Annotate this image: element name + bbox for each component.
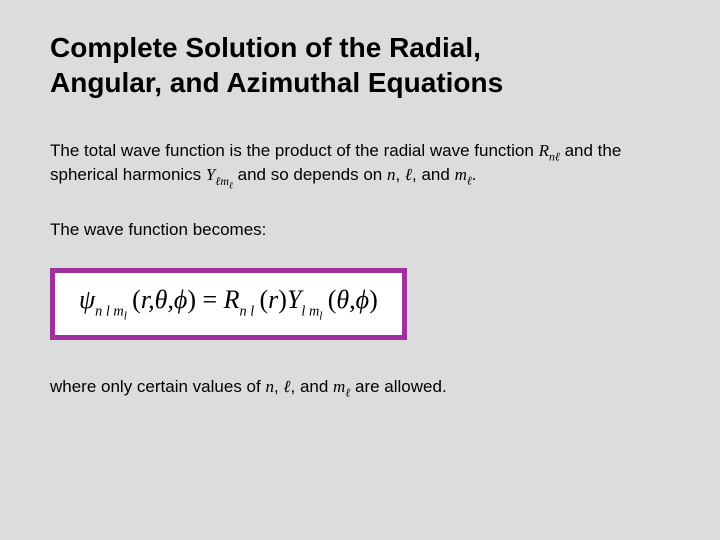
- equation-box: ψn l ml (r,θ,ϕ) = Rn l (r)Yl ml (θ,ϕ): [50, 268, 407, 340]
- symbol-ml-2: mℓ: [333, 377, 350, 396]
- comma-4: , and: [291, 377, 334, 396]
- comma-1: ,: [395, 165, 404, 184]
- equation-container: ψn l ml (r,θ,ϕ) = Rn l (r)Yl ml (θ,ϕ): [50, 268, 670, 340]
- sub-nl: nℓ: [549, 149, 560, 163]
- period-1: .: [472, 165, 477, 184]
- p1-text-c: and so depends on: [233, 165, 387, 184]
- p3-text-a: where only certain values of: [50, 377, 265, 396]
- symbol-ell-2: ℓ: [283, 377, 290, 396]
- paragraph-3: where only certain values of n, ℓ, and m…: [50, 376, 670, 400]
- title-line-2: Angular, and Azimuthal Equations: [50, 67, 503, 98]
- symbol-R: R: [539, 141, 549, 160]
- symbol-Y: Y: [206, 165, 215, 184]
- symbol-ell: ℓ: [405, 165, 412, 184]
- p3-text-b: are allowed.: [350, 377, 446, 396]
- symbol-n-2: n: [265, 377, 274, 396]
- paragraph-1: The total wave function is the product o…: [50, 140, 670, 193]
- comma-2: , and: [412, 165, 455, 184]
- sub-lml: ℓmℓ: [215, 174, 233, 188]
- comma-3: ,: [274, 377, 283, 396]
- slide-title: Complete Solution of the Radial, Angular…: [50, 30, 670, 100]
- slide: Complete Solution of the Radial, Angular…: [0, 0, 720, 467]
- symbol-ml: mℓ: [455, 165, 472, 184]
- paragraph-2: The wave function becomes:: [50, 219, 670, 242]
- wave-function-equation: ψn l ml (r,θ,ϕ) = Rn l (r)Yl ml (θ,ϕ): [79, 285, 378, 314]
- p1-text-a: The total wave function is the product o…: [50, 141, 539, 160]
- title-line-1: Complete Solution of the Radial,: [50, 32, 481, 63]
